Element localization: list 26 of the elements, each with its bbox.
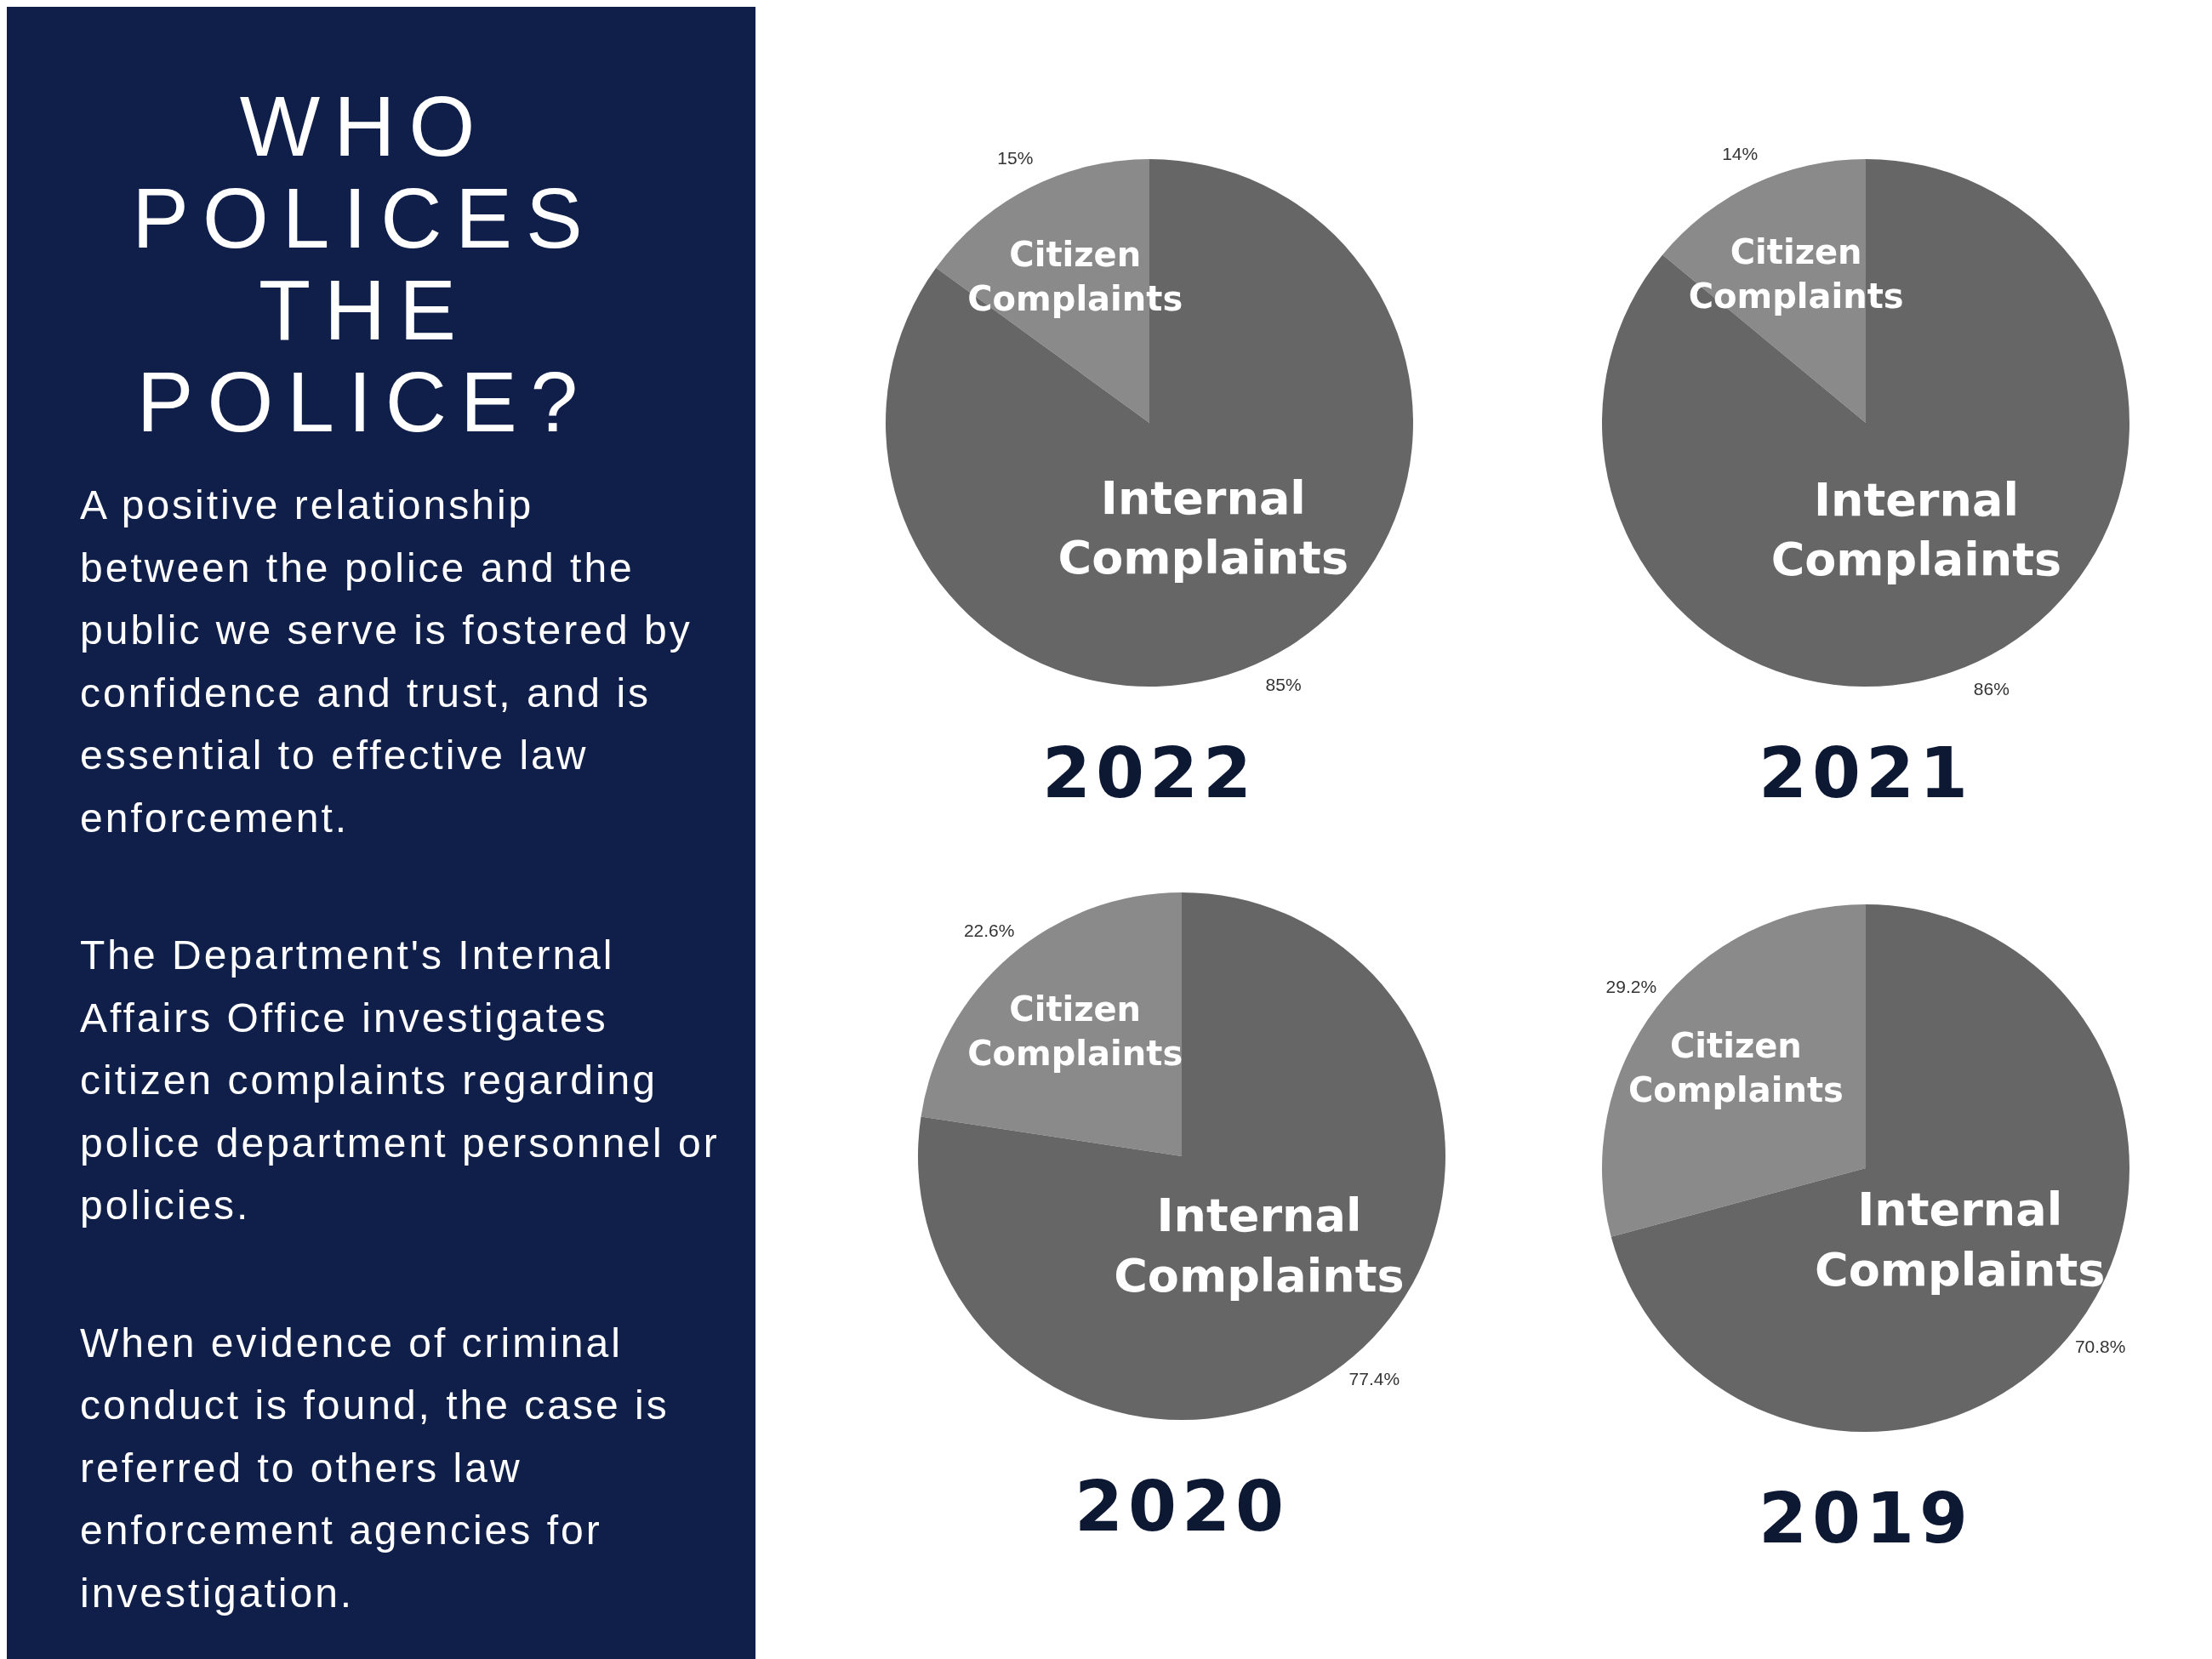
text: 2021 [1758, 733, 1974, 813]
text: 2022 [1041, 733, 1257, 813]
pie-slice [921, 892, 1182, 1156]
text: 2020 [1074, 1466, 1290, 1547]
text: A positive relationship between the police and the public we serve is fostered by confidence and trust, and is essential to effective law enforcement. [80, 482, 693, 841]
slice-label: Citizen Complaints [1688, 232, 1904, 316]
data-label: 29.2% [1605, 977, 1657, 997]
data-label: 15% [997, 148, 1034, 168]
text: WHO POLICES THE POLICE? [132, 78, 596, 449]
data-label: 70.8% [2074, 1336, 2126, 1356]
data-label: 86% [1973, 678, 2010, 698]
slice-label: Citizen Complaints [967, 989, 1183, 1074]
slice-label: Citizen Complaints [967, 234, 1183, 318]
data-label: 14% [1722, 144, 1759, 164]
data-label: 22.6% [963, 921, 1015, 941]
slice-label: Internal Complaints [1770, 472, 2062, 586]
data-label: 77.4% [1348, 1368, 1400, 1388]
pie-slice [918, 892, 1445, 1420]
slice-label: Internal Complaints [1058, 470, 1349, 584]
text: When evidence of criminal conduct is found, the case is referred to others law enforcement agencies for investigation. [80, 1320, 670, 1616]
text: 2019 [1758, 1478, 1974, 1559]
slice-label: Internal Complaints [1815, 1183, 2106, 1297]
data-label: 85% [1265, 674, 1302, 694]
slice-label: Internal Complaints [1114, 1189, 1405, 1303]
text: The Department's Internal Affairs Office investigates citizen complaints regarding police department personnel or policies. [80, 932, 720, 1229]
slice-label: Citizen Complaints [1628, 1026, 1844, 1110]
